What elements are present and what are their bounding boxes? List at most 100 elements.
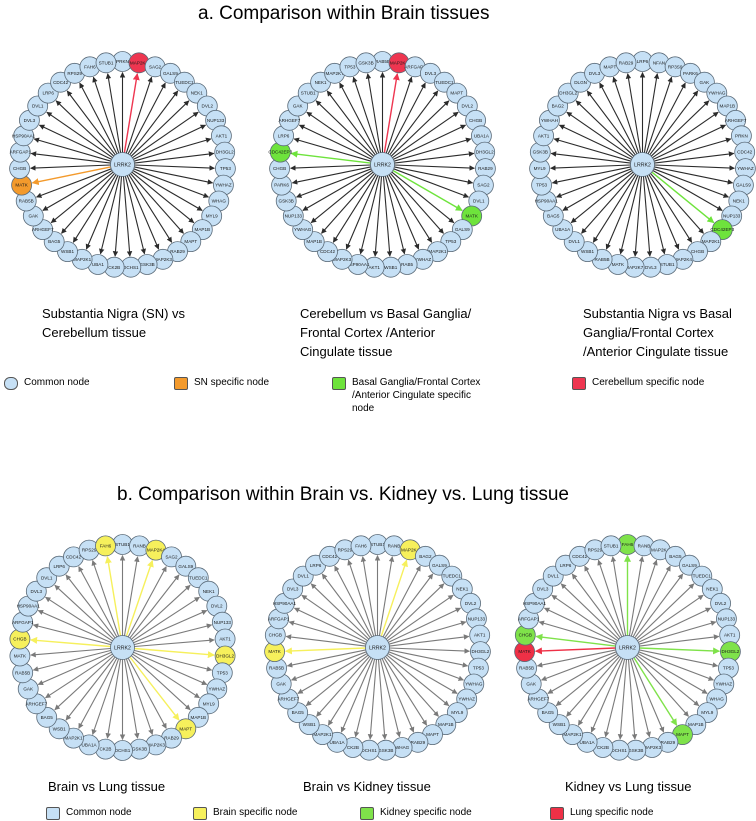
svg-text:BAG5: BAG5	[292, 710, 305, 715]
edge-nek1	[132, 596, 200, 642]
edge-dvl2	[388, 607, 462, 643]
svg-text:TP53: TP53	[445, 239, 456, 244]
node-dh3gl2: DH3GL2	[474, 141, 496, 163]
node-map2k7: MAP2K7	[324, 62, 345, 84]
svg-text:CK2B: CK2B	[99, 747, 111, 752]
svg-text:DVL2: DVL2	[211, 604, 223, 609]
edge-wsb1	[382, 176, 393, 257]
edge-map2k4	[383, 73, 400, 153]
node-rab29: RAB29	[161, 727, 182, 749]
svg-text:YWHAZ: YWHAZ	[209, 687, 226, 692]
svg-text:NEK1: NEK1	[191, 91, 203, 96]
edge-ck2b	[105, 659, 122, 739]
edge-dlgn	[586, 90, 636, 156]
svg-text:RAB5B: RAB5B	[519, 666, 534, 671]
svg-text:RANB: RANB	[388, 543, 401, 548]
svg-text:CK2B: CK2B	[347, 745, 359, 750]
edge-matk	[30, 647, 111, 658]
edge-park6	[647, 82, 686, 155]
svg-text:AKT1: AKT1	[368, 265, 380, 270]
svg-text:MATK: MATK	[268, 649, 281, 654]
edge-nek1	[653, 168, 730, 198]
svg-text:DCHS1: DCHS1	[611, 748, 627, 753]
svg-text:MAP2K1: MAP2K1	[428, 249, 447, 254]
svg-text:TUEDC1: TUEDC1	[693, 574, 712, 579]
svg-text:GAK: GAK	[700, 80, 711, 85]
svg-text:CHGB: CHGB	[269, 633, 282, 638]
svg-text:CHGB: CHGB	[13, 637, 26, 642]
svg-text:YWHAZ: YWHAZ	[215, 183, 232, 188]
svg-text:SAG2: SAG2	[149, 64, 162, 69]
svg-text:CDC42: CDC42	[53, 80, 69, 85]
svg-text:CHGB: CHGB	[519, 633, 532, 638]
svg-text:RANB: RANB	[133, 544, 146, 549]
edge-bag5	[305, 654, 369, 707]
svg-text:NUP133: NUP133	[723, 214, 741, 219]
edge-whag	[379, 659, 401, 738]
edge-hsp90aa1	[543, 607, 617, 643]
svg-text:PARK6: PARK6	[683, 71, 698, 76]
edge-akt1	[134, 637, 215, 648]
edge-ranb	[123, 556, 140, 636]
legend-swatch	[572, 377, 586, 390]
svg-text:GAK: GAK	[526, 682, 537, 687]
svg-text:YWHAG: YWHAG	[294, 227, 312, 232]
edge-rab5b	[32, 649, 112, 672]
svg-text:RAB29: RAB29	[170, 249, 185, 254]
edge-lrp6	[321, 573, 371, 639]
legend-swatch	[4, 377, 18, 390]
svg-text:MAP2K1: MAP2K1	[64, 736, 83, 741]
edge-chgb	[290, 164, 371, 171]
edge-gsk3b	[550, 151, 631, 164]
legend-swatch	[46, 807, 60, 820]
edge-rps29	[597, 559, 625, 637]
svg-text:MAPT: MAPT	[676, 732, 689, 737]
node-nup133: NUP133	[205, 109, 227, 131]
edge-uba1a	[91, 658, 120, 736]
nodes: FAH6 RANBMAP2K4BAG5GALS9TUEDC1NEK1DVL2NUP…	[514, 534, 741, 761]
edge-nup133	[133, 124, 207, 160]
edge-hsp90aa1	[555, 168, 632, 198]
svg-text:YWHAZ: YWHAZ	[458, 697, 475, 702]
svg-text:MAP1B: MAP1B	[306, 239, 322, 244]
edge-ranb	[628, 556, 645, 636]
svg-text:WHAG: WHAG	[212, 199, 227, 204]
svg-text:ARHGEF7: ARHGEF7	[527, 697, 549, 702]
svg-text:RAB29: RAB29	[619, 60, 634, 65]
node-stub1: STUB1	[600, 535, 622, 557]
edge-rab5	[384, 176, 406, 255]
edge-rps29	[347, 559, 375, 637]
svg-text:RPS29: RPS29	[338, 547, 353, 552]
svg-text:MAP2K4: MAP2K4	[390, 60, 409, 65]
svg-text:DVL3: DVL3	[425, 71, 437, 76]
svg-text:DCHS1: DCHS1	[123, 265, 139, 270]
edge-mapt	[130, 173, 184, 234]
node-gsk3b: GSK3B	[355, 52, 377, 74]
edge-dh3gl2	[389, 647, 470, 654]
svg-text:CDC42: CDC42	[572, 554, 588, 559]
edge-gsk3b	[124, 176, 146, 255]
edge-myl9	[386, 654, 450, 707]
edge-lrp6	[65, 574, 116, 639]
edge-gals9	[634, 573, 684, 639]
edge-arhgef7	[298, 124, 372, 160]
svg-text:NUP133: NUP133	[468, 616, 486, 621]
svg-text:PARK6: PARK6	[274, 183, 289, 188]
edge-fah6	[92, 76, 120, 154]
svg-text:TUEDC1: TUEDC1	[175, 80, 194, 85]
svg-text:RANB: RANB	[638, 543, 651, 548]
svg-text:DCHS1: DCHS1	[115, 748, 131, 753]
svg-text:RAB5B: RAB5B	[19, 199, 34, 204]
edge-gals9	[391, 171, 455, 224]
svg-text:STUB1: STUB1	[301, 91, 316, 96]
svg-text:MAP2K3: MAP2K3	[333, 257, 352, 262]
edge-cdc42	[654, 151, 735, 164]
center-node: LRRK2	[615, 635, 640, 660]
node-stub1: STUB1	[95, 52, 117, 74]
edge-matk	[392, 169, 463, 212]
edge-matk	[284, 647, 366, 655]
edge-bag2	[382, 565, 421, 638]
